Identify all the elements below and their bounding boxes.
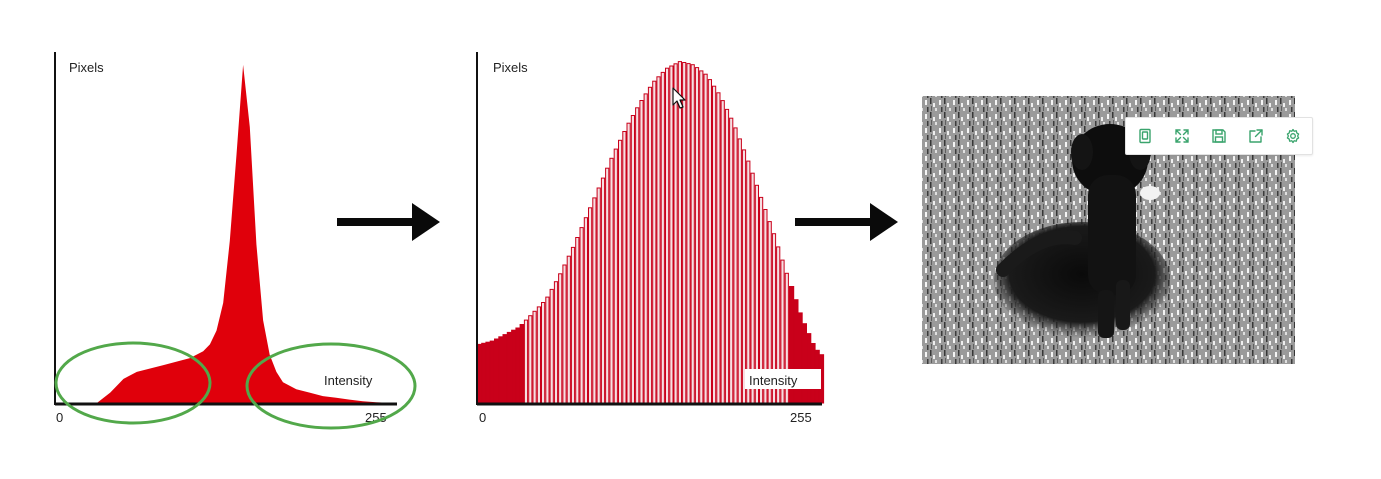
equalized-histogram-bar: [712, 85, 717, 404]
equalized-histogram-bar: [502, 334, 508, 404]
arrow-right-2: [795, 203, 898, 241]
equalized-histogram-bar: [746, 160, 751, 404]
equalized-histogram-bar: [673, 63, 678, 404]
image-toolbar: [1125, 117, 1313, 155]
equalized-histogram-bar: [690, 64, 695, 404]
equalized-histogram-bar: [506, 331, 512, 404]
equalized-histogram-bars: [476, 61, 825, 404]
save-icon: [1212, 129, 1226, 143]
original-histogram: Pixels Intensity 0 255: [54, 52, 417, 430]
equalized-histogram-bar: [806, 333, 812, 404]
equalized-histogram-bar: [729, 117, 734, 404]
equalized-histogram-bar: [485, 341, 491, 404]
equalized-histogram-bar: [716, 92, 721, 404]
equalized-histogram-bar: [592, 197, 597, 404]
equalized-histogram-bar: [553, 281, 559, 404]
save-button[interactable]: [1204, 121, 1234, 151]
equalized-histogram-bar: [699, 70, 704, 404]
equalized-histogram-tick-min: 0: [479, 410, 486, 425]
equalized-histogram-bar: [626, 122, 631, 404]
equalized-histogram-bar: [660, 71, 665, 404]
equalized-histogram-bar: [647, 86, 653, 404]
fit-page-button[interactable]: [1130, 121, 1160, 151]
share-button[interactable]: [1241, 121, 1271, 151]
original-histogram-xlabel: Intensity: [324, 373, 373, 388]
fullscreen-button[interactable]: [1167, 121, 1197, 151]
equalized-histogram-bar: [536, 306, 541, 404]
equalized-histogram-bar: [570, 246, 576, 404]
equalized-histogram-bar: [579, 227, 584, 404]
equalized-histogram-bar: [476, 343, 483, 404]
equalized-histogram-bar: [797, 312, 803, 404]
equalized-histogram-bar: [639, 100, 644, 404]
equalized-histogram-bar: [737, 138, 742, 404]
equalized-histogram: Pixels Intensity 0 255: [476, 52, 825, 425]
equalized-histogram-bar: [618, 139, 623, 404]
original-histogram-ylabel: Pixels: [69, 60, 104, 75]
original-histogram-tick-min: 0: [56, 410, 63, 425]
equalized-histogram-bar: [566, 255, 571, 404]
equalized-histogram-bar: [724, 108, 730, 404]
equalized-histogram-bar: [498, 336, 504, 404]
equalized-histogram-bar: [523, 319, 529, 404]
equalized-histogram-bar: [643, 93, 648, 404]
equalized-histogram-bar: [677, 61, 682, 404]
equalized-histogram-bar: [652, 80, 657, 404]
equalized-histogram-bar: [682, 62, 687, 404]
equalized-histogram-bar: [750, 172, 755, 404]
equalized-histogram-bar: [694, 67, 700, 404]
equalized-histogram-bar: [562, 264, 567, 404]
equalized-histogram-bar: [656, 76, 661, 404]
low-intensity-ellipse: [54, 341, 212, 425]
equalized-histogram-bar: [635, 107, 640, 404]
settings-button[interactable]: [1278, 121, 1308, 151]
equalized-histogram-bar: [733, 127, 738, 404]
equalized-histogram-bar: [528, 315, 533, 404]
mouse-cursor-icon: [672, 87, 686, 109]
equalized-histogram-bar: [549, 288, 554, 404]
equalized-histogram-bar: [511, 329, 517, 404]
equalized-histogram-xlabel: Intensity: [749, 373, 798, 388]
arrow-right-1: [337, 203, 440, 241]
equalized-histogram-bar: [532, 310, 537, 404]
original-histogram-area: [57, 64, 396, 404]
equalized-histogram-bar: [703, 73, 708, 404]
equalized-histogram-bar: [707, 79, 712, 404]
page-icon: [1138, 128, 1151, 144]
equalized-histogram-bar: [720, 100, 725, 404]
equalized-histogram-bar: [605, 167, 610, 404]
equalized-histogram-bar: [609, 157, 614, 404]
equalized-histogram-bar: [545, 296, 550, 404]
equalized-histogram-bar: [575, 237, 580, 404]
equalized-histogram-bar: [622, 131, 627, 404]
equalized-histogram-bar: [583, 217, 588, 404]
equalized-histogram-bar: [596, 187, 601, 404]
equalized-histogram-ylabel: Pixels: [493, 60, 528, 75]
equalized-histogram-tick-max: 255: [790, 410, 812, 425]
equalized-histogram-bar: [801, 323, 807, 404]
equalized-histogram-bar: [630, 115, 635, 404]
share-icon: [1249, 129, 1263, 143]
equalized-histogram-bar: [665, 67, 670, 404]
equalized-histogram-bar: [489, 340, 495, 404]
equalized-histogram-bar: [558, 273, 563, 404]
equalized-histogram-bar: [519, 324, 525, 404]
equalized-histogram-bar: [481, 342, 487, 404]
expand-icon: [1175, 129, 1189, 143]
equalized-histogram-bar: [613, 148, 618, 404]
equalized-histogram-bar: [494, 338, 500, 404]
equalized-histogram-bar: [588, 207, 593, 404]
equalized-histogram-bar: [686, 63, 691, 404]
equalized-histogram-bar: [669, 65, 674, 404]
high-intensity-ellipse: [245, 342, 417, 430]
equalized-histogram-bar: [741, 149, 747, 404]
equalized-histogram-bar: [515, 327, 521, 404]
equalized-histogram-bar: [600, 177, 606, 404]
gear-icon: [1287, 128, 1300, 144]
equalized-photo: [922, 96, 1295, 364]
equalized-histogram-bar: [541, 302, 546, 404]
